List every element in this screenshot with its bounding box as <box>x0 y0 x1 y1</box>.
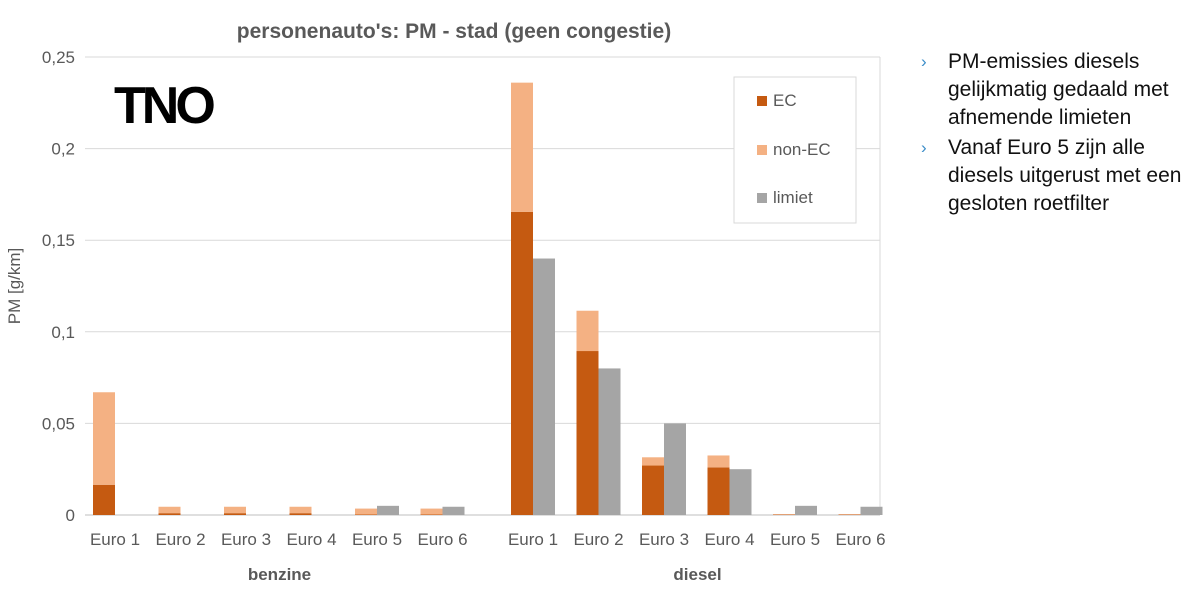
bar-non-ec <box>838 514 861 515</box>
bullet-item: › Vanaf Euro 5 zijn alle diesels uitgeru… <box>918 134 1188 218</box>
bar-ec <box>289 513 312 515</box>
x-tick-label: Euro 3 <box>639 530 689 549</box>
bar-non-ec <box>289 506 312 514</box>
y-tick-label: 0,25 <box>42 48 75 67</box>
y-tick-label: 0,1 <box>51 323 75 342</box>
chevron-right-icon: › <box>921 138 927 157</box>
y-axis-label: PM [g/km] <box>5 248 24 325</box>
bar-ec <box>224 513 246 515</box>
x-tick-label: Euro 2 <box>573 530 623 549</box>
legend-swatch <box>757 145 767 155</box>
x-tick-label: Euro 6 <box>417 530 467 549</box>
bar-limiet <box>442 506 465 515</box>
bar-non-ec <box>224 506 246 514</box>
bar-non-ec <box>355 508 377 515</box>
bar-ec <box>707 467 730 515</box>
bar-ec <box>511 211 533 515</box>
legend-swatch <box>757 193 767 203</box>
bar-non-ec <box>511 82 533 212</box>
bar-ec <box>642 465 664 515</box>
x-tick-label: Euro 6 <box>835 530 885 549</box>
group-label: benzine <box>248 565 311 584</box>
bar-ec <box>576 351 599 515</box>
y-tick-label: 0,05 <box>42 414 75 433</box>
bar-ec <box>420 514 443 515</box>
bullet-text: PM-emissies diesels gelijkmatig gedaald … <box>948 50 1169 129</box>
group-label: diesel <box>673 565 721 584</box>
bullet-text: Vanaf Euro 5 zijn alle diesels uitgerust… <box>948 136 1182 215</box>
bar-non-ec <box>158 506 181 514</box>
bar-non-ec <box>420 508 443 515</box>
bar-limiet <box>664 423 686 515</box>
bar-limiet <box>377 505 399 515</box>
bar-limiet <box>729 469 752 515</box>
legend-label: EC <box>773 91 797 110</box>
x-tick-label: Euro 3 <box>221 530 271 549</box>
bar-non-ec <box>642 457 664 466</box>
x-tick-label: Euro 5 <box>352 530 402 549</box>
x-tick-label: Euro 4 <box>286 530 336 549</box>
bar-non-ec <box>707 455 730 468</box>
bullet-item: › PM-emissies diesels gelijkmatig gedaal… <box>918 48 1188 132</box>
y-tick-label: 0,15 <box>42 231 75 250</box>
bar-non-ec <box>576 310 599 352</box>
bar-non-ec <box>93 392 115 485</box>
y-tick-label: 0,2 <box>51 140 75 159</box>
bar-limiet <box>533 258 555 515</box>
bullet-list: › PM-emissies diesels gelijkmatig gedaal… <box>918 48 1188 220</box>
x-tick-label: Euro 5 <box>770 530 820 549</box>
bar-limiet <box>860 506 883 515</box>
bar-limiet <box>795 505 817 515</box>
pm-chart: personenauto's: PM - stad (geen congesti… <box>5 20 886 584</box>
y-tick-label: 0 <box>66 506 75 525</box>
chevron-right-icon: › <box>921 52 927 71</box>
bar-non-ec <box>773 514 795 515</box>
legend-label: non-EC <box>773 140 831 159</box>
legend-box <box>733 76 857 224</box>
legend-swatch <box>757 96 767 106</box>
legend-label: limiet <box>773 188 813 207</box>
x-tick-label: Euro 1 <box>90 530 140 549</box>
bar-ec <box>93 484 115 515</box>
bar-ec <box>158 513 181 515</box>
bar-limiet <box>598 368 621 515</box>
x-tick-label: Euro 2 <box>155 530 205 549</box>
tno-logo: TNO <box>114 77 214 135</box>
bar-ec <box>355 514 377 515</box>
x-tick-label: Euro 4 <box>704 530 754 549</box>
chart-title: personenauto's: PM - stad (geen congesti… <box>237 20 671 43</box>
x-tick-label: Euro 1 <box>508 530 558 549</box>
